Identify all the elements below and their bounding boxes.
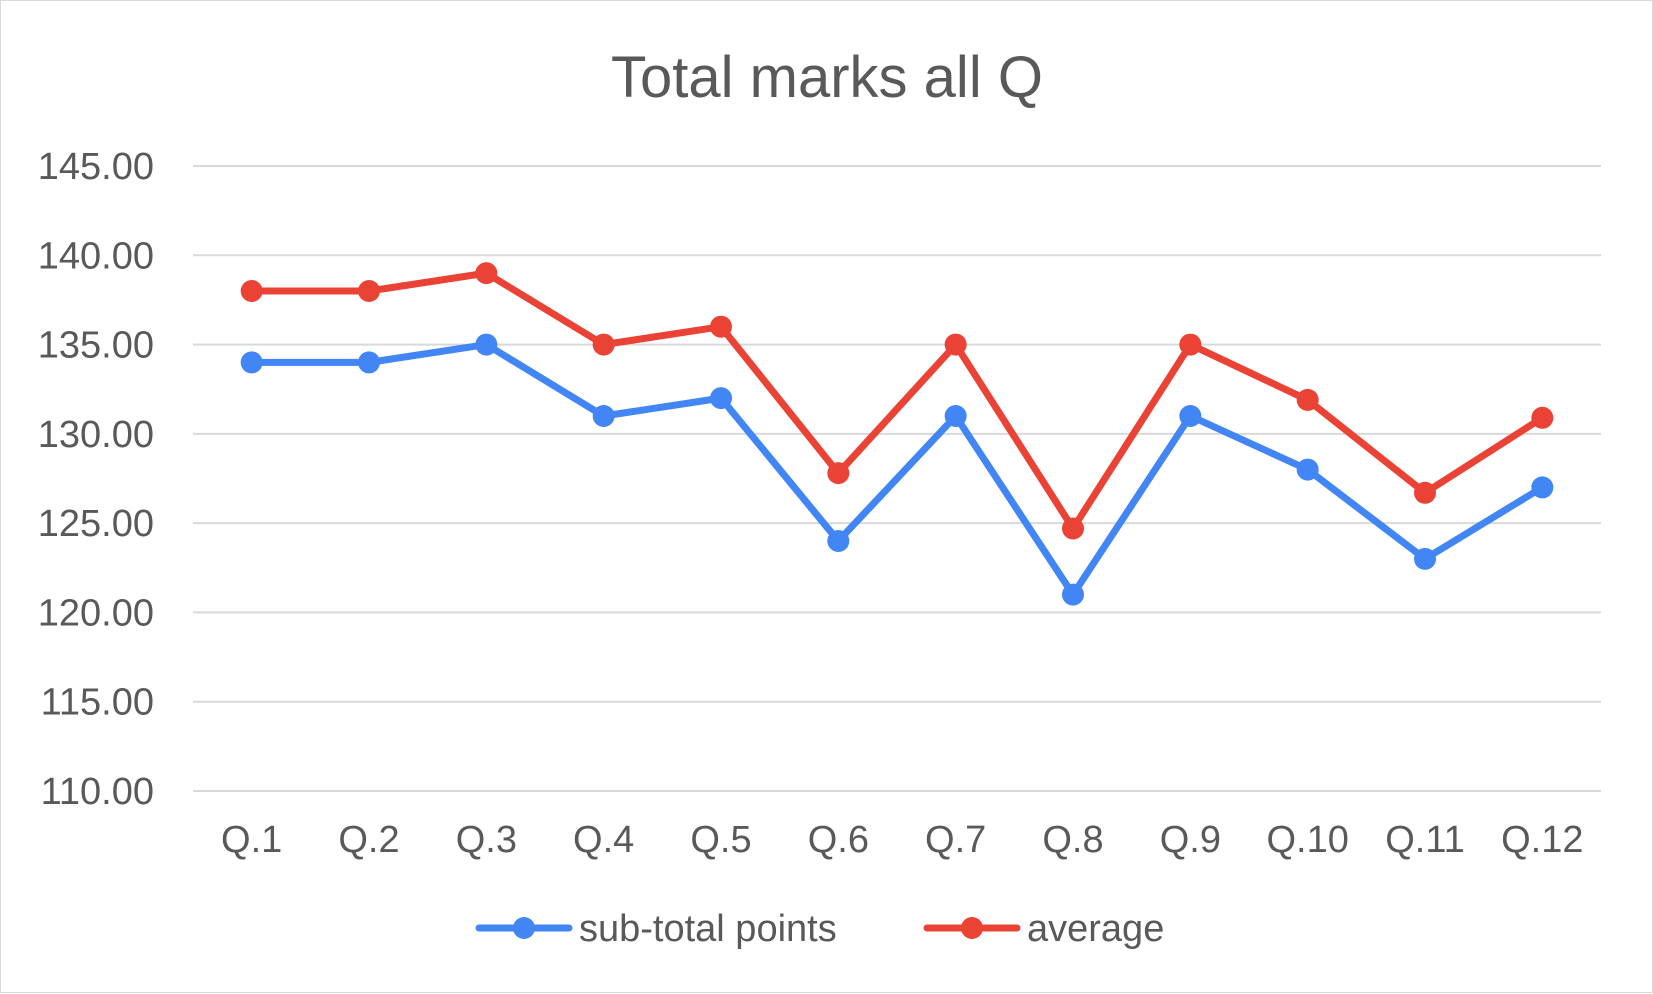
x-tick-label: Q.3	[456, 819, 517, 861]
y-tick-label: 145.00	[38, 146, 154, 188]
series-lines	[240, 262, 1554, 606]
data-point-sub-total-points	[1414, 547, 1436, 570]
x-tick-label: Q.12	[1501, 819, 1583, 861]
legend: sub-total points average	[475, 908, 1164, 950]
y-axis-ticks: 110.00 115.00 120.00 125.00 130.00 135.00 140.…	[38, 146, 154, 813]
data-point-average	[1179, 333, 1202, 356]
data-point-average	[358, 280, 380, 302]
data-point-sub-total-points	[710, 387, 732, 410]
x-tick-label: Q.6	[808, 819, 869, 861]
x-axis-ticks: Q.1 Q.2 Q.3 Q.4 Q.5 Q.6 Q.7 Q.8 Q.9 Q.10 Q.11 Q.12	[221, 819, 1583, 861]
y-tick-label: 140.00	[38, 235, 154, 277]
y-tick-label: 120.00	[38, 592, 154, 634]
data-point-sub-total-points	[1531, 476, 1554, 499]
x-tick-label: Q.1	[221, 819, 282, 861]
x-tick-label: Q.7	[925, 819, 986, 861]
data-point-average	[475, 262, 498, 285]
legend-label-sub-total-points: sub-total points	[579, 908, 837, 950]
gridlines	[193, 165, 1601, 792]
x-tick-label: Q.2	[338, 819, 399, 861]
x-tick-label: Q.4	[573, 819, 634, 861]
legend-label-average: average	[1027, 908, 1164, 950]
x-tick-label: Q.5	[690, 819, 751, 861]
x-tick-label: Q.9	[1160, 819, 1221, 861]
data-point-sub-total-points	[475, 333, 498, 356]
data-point-average	[240, 280, 263, 302]
y-tick-label: 125.00	[38, 503, 154, 545]
data-point-sub-total-points	[944, 405, 967, 427]
x-tick-label: Q.11	[1385, 819, 1465, 861]
series-line-sub-total-points	[248, 341, 1546, 599]
data-point-average	[1062, 517, 1084, 540]
series-line-average	[248, 269, 1546, 532]
y-tick-label: 115.00	[41, 682, 154, 724]
data-point-sub-total-points	[592, 405, 615, 427]
data-point-average	[1531, 406, 1554, 429]
y-tick-label: 130.00	[38, 414, 154, 456]
data-point-sub-total-points	[240, 351, 263, 374]
y-tick-label: 110.00	[41, 771, 154, 813]
data-point-average	[1296, 388, 1319, 411]
data-point-average	[827, 462, 850, 485]
x-tick-label: Q.8	[1042, 819, 1103, 861]
legend-marker-average	[961, 917, 983, 939]
data-point-average	[1414, 481, 1436, 504]
data-point-sub-total-points	[827, 530, 850, 552]
y-tick-label: 135.00	[38, 325, 154, 367]
data-point-average	[944, 333, 967, 356]
data-point-sub-total-points	[1296, 458, 1319, 481]
data-point-sub-total-points	[1062, 583, 1084, 606]
data-point-sub-total-points	[1179, 405, 1202, 427]
x-tick-label: Q.10	[1266, 819, 1348, 861]
data-point-average	[710, 315, 732, 338]
data-point-sub-total-points	[358, 351, 380, 374]
data-point-average	[592, 333, 615, 356]
chart-title: Total marks all Q	[611, 45, 1043, 110]
legend-marker-sub-total-points	[513, 917, 535, 939]
